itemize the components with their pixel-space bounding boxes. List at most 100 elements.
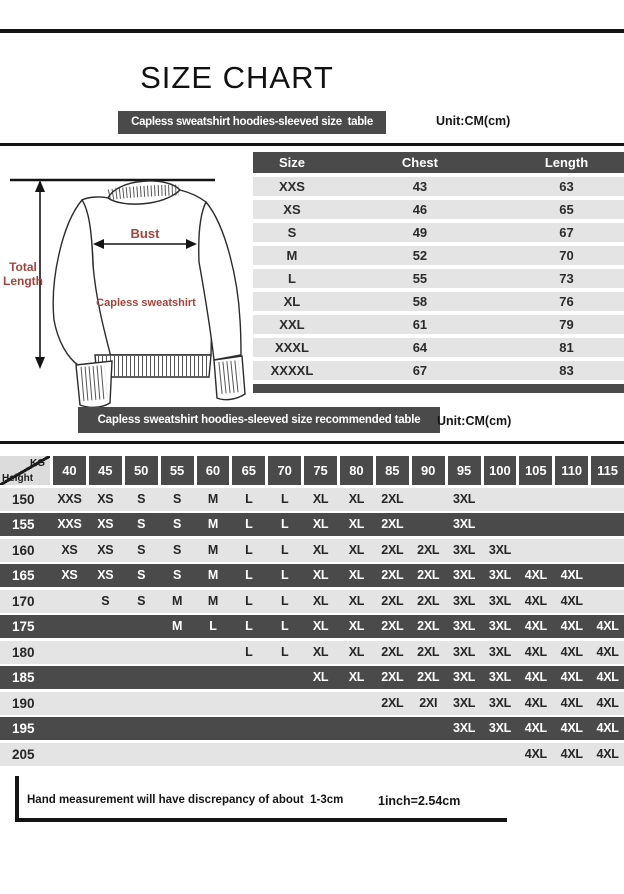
matrix-cell [591,564,624,587]
matrix-cell: XXS [57,517,82,531]
size-table-cell: XXXL [274,340,309,355]
rule-2 [0,143,624,146]
matrix-cell: L [281,644,289,659]
matrix-cell [232,666,265,689]
matrix-row-height-label: 190 [12,695,35,711]
matrix-cell: 3XL [488,568,511,582]
measurement-note: Hand measurement will have discrepancy o… [27,794,344,806]
bust-label: Bust [130,226,160,241]
matrix-row: 180 L L XL XL 2XL 2XL 3XL 3XL 4XL 4XL 4XL [0,640,624,664]
matrix-row: 175 M L L L XL XL 2XL 2XL 3XL 3XL 4XL 4XL 4XL [0,615,624,638]
matrix-cell: 3XL [488,644,511,659]
matrix-cell: XL [348,517,365,531]
height-label: Height [2,473,34,484]
footer-bottom-rule [15,818,507,822]
size-table-cell: 67 [559,225,574,240]
matrix-cell: XL [312,542,329,557]
matrix-cell [519,513,552,536]
matrix-cell: L [245,644,253,659]
matrix-cell: 2XL [417,644,440,659]
size-table-row: XXXL 64 81 [253,338,624,357]
kg-header-cell: 105 [519,456,553,485]
matrix-cell: XL [312,619,329,633]
matrix-row-height-label: 195 [12,721,35,736]
size-table-cell: 83 [559,363,574,378]
kg-header-cell: 55 [160,456,194,485]
matrix-row-height-label: 185 [12,670,35,685]
matrix-cell [591,513,624,536]
matrix-row: 190 2XL 2XI 3XL 3XL 4XL 4XL 4XL [0,691,624,715]
matrix-row-height-label: 205 [12,746,35,762]
matrix-row-height-label: 175 [12,619,35,634]
matrix-cell [125,641,158,664]
matrix-cell: 2XL [381,568,404,582]
matrix-row-height-label: 170 [12,593,35,609]
matrix-cell: 4XL [524,695,547,710]
matrix-cell: 2XL [417,619,440,633]
matrix-cell [53,590,86,613]
kg-header-cell: 70 [268,456,302,485]
matrix-cell [484,743,517,766]
matrix-cell [304,692,337,715]
matrix-cell [89,717,122,740]
matrix-cell: 2XL [417,593,440,608]
kg-header-cell: 80 [340,456,373,485]
matrix-cell: 4XL [524,746,547,761]
matrix-row: 165 XS XS S S M L L XL XL 2XL 2XL 3XL 3XL 4XL 4XL [0,564,624,587]
matrix-cell [53,615,86,638]
kg-header-cell: 65 [232,456,266,485]
matrix-row: 205 4XL 4XL 4XL [0,742,624,766]
matrix-cell: 4XL [524,721,547,735]
kg-header-cell: 50 [124,456,158,485]
matrix-row: 170 S S M M L L XL XL 2XL 2XL 3XL 3XL 4XL 4XL [0,589,624,613]
matrix-cell: 4XL [596,695,619,710]
matrix-cell: 2XL [381,542,404,557]
matrix-cell: S [137,517,146,531]
matrix-cell: 3XL [453,619,476,633]
matrix-cell: 4XL [596,670,619,684]
size-table-row: M 52 70 [253,246,624,265]
size-table-cell: 49 [412,225,428,240]
matrix-cell: 2XL [381,593,404,608]
matrix-cell: 3XL [453,542,476,557]
matrix-cell: 4XL [596,619,619,633]
matrix-cell: S [137,542,146,557]
matrix-cell [232,743,265,766]
matrix-cell [53,743,86,766]
rule-3 [0,441,624,444]
matrix-cell: 3XL [488,593,511,608]
matrix-cell: M [207,593,218,608]
matrix-cell [591,488,624,511]
matrix-cell: S [173,542,182,557]
matrix-cell: 2XL [381,517,404,531]
matrix-cell: 4XL [524,619,547,633]
matrix-row-height-label: 155 [12,517,35,532]
matrix-row: 160 XS XS S S M L L XL XL 2XL 2XL 3XL 3XL [0,538,624,562]
matrix-cell: 4XL [524,670,547,684]
size-table-cell: 43 [412,179,428,194]
matrix-cell: 2XL [381,670,404,684]
matrix-cell [89,615,122,638]
size-table-cell: 76 [559,294,574,309]
matrix-cell [232,692,265,715]
matrix-cell: 4XL [560,721,583,735]
size-table-row: XXL 61 79 [253,315,624,334]
matrix-cell [89,743,122,766]
unit-label-2: Unit:CM(cm) [437,414,512,428]
matrix-cell [197,692,230,715]
matrix-cell [89,692,122,715]
matrix-cell: 2XL [381,695,404,710]
matrix-cell: XS [97,568,114,582]
size-table-header: Size Chest Length [253,152,624,173]
size-table-cell: 67 [412,363,428,378]
matrix-cell: 4XL [596,644,619,659]
matrix-cell: L [281,568,289,582]
size-table-row: XXS 43 63 [253,177,624,196]
matrix-cell [376,743,409,766]
matrix-cell: M [207,491,218,506]
size-table-row: XL 58 76 [253,292,624,311]
matrix-cell: L [245,542,253,557]
matrix-cell: 2XI [419,695,438,710]
size-table-cell: 55 [412,271,428,286]
matrix-cell: 4XL [560,644,583,659]
